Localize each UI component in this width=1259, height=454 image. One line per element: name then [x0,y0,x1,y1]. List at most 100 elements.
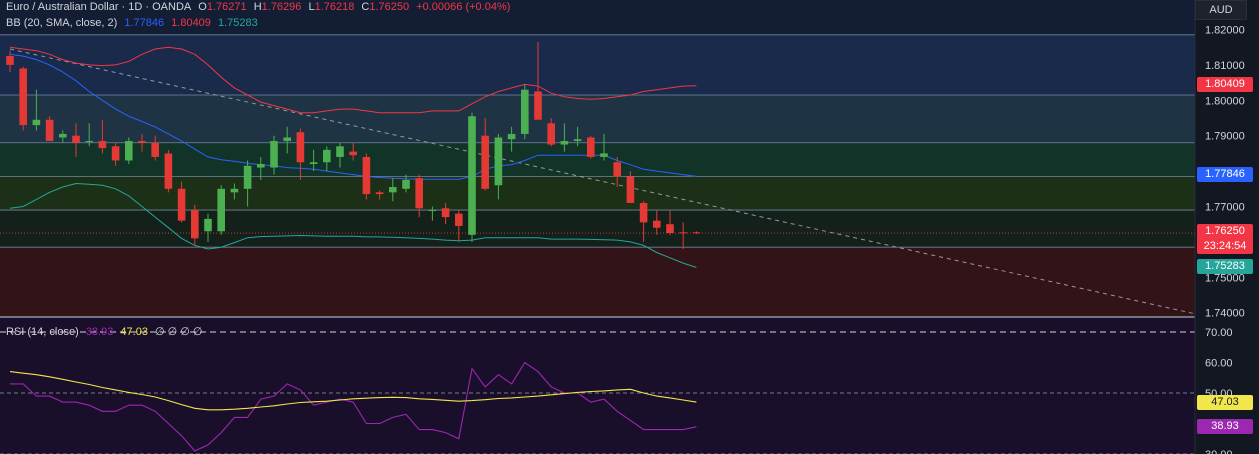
rsi-background [0,318,1195,454]
candle-9 [125,137,133,165]
change-value: +0.00066 (+0.04%) [416,1,511,13]
candle-39 [521,84,529,140]
rsi-legend: RSI (14, close) 38.93 47.03 ∅ ∅ ∅ ∅ [6,325,207,339]
rsi-line [10,361,697,452]
rsi-tick-0: 70.00 [1205,327,1233,339]
candle-20 [270,135,278,175]
candle-31 [415,174,423,218]
candle-32 [428,206,437,221]
candle-body [692,232,701,234]
candle-body [455,213,463,226]
price-zone-4 [0,210,1195,248]
candle-body [560,141,569,145]
candle-body [19,68,27,126]
candle-50 [666,210,674,235]
candle-body [600,153,608,157]
candle-40 [534,41,542,120]
rsi-tick-4: 30.00 [1205,449,1233,454]
candle-0 [6,50,14,72]
candle-body [428,210,437,212]
candle-36 [481,118,489,191]
rsi-title[interactable]: RSI (14, close) [6,326,79,338]
candle-52 [692,231,701,235]
bb-legend: BB (20, SMA, close, 2) 1.77846 1.80409 1… [6,16,262,30]
price-tick-5: 1.77000 [1205,202,1245,214]
candle-21 [283,126,291,154]
high-value: 1.76296 [261,1,302,13]
candle-body [177,188,186,221]
low-value: 1.76218 [314,1,355,13]
price-tick-1: 1.81000 [1205,60,1245,72]
trendline-path [9,48,1199,315]
candle-18 [243,160,252,207]
bb-lower-line [9,182,697,268]
candle-34 [455,210,463,242]
bb-basis-line [9,53,697,180]
bb-title[interactable]: BB (20, SMA, close, 2) [6,17,118,29]
candle-48 [639,201,648,242]
candle-2 [32,89,41,131]
candle-body [507,133,516,140]
candle-14 [191,204,199,246]
low-label: L [308,1,315,13]
price-tick-8: 1.74000 [1205,308,1245,320]
candle-body [191,210,199,239]
candle-41 [547,118,555,147]
trendline[interactable] [9,48,1199,315]
candle-body [547,123,555,145]
candle-body [653,220,661,228]
candle-13 [177,181,186,223]
candle-17 [230,183,239,200]
candle-body [59,133,67,138]
rsi-ma-value: 47.03 [120,326,148,338]
candle-body [323,149,331,163]
candle-body [494,137,503,186]
candle-body [375,192,384,195]
open-value: 1.76271 [206,1,247,13]
candle-body [309,162,318,165]
candle-19 [257,156,265,180]
symbol-legend: Euro / Australian Dollar · 1D · OANDA O1… [6,0,514,14]
candle-26 [349,142,357,161]
rsi-value: 38.93 [85,326,114,338]
candle-44 [587,135,595,159]
candle-35 [468,112,476,242]
candle-33 [441,202,450,225]
candle-body [204,218,212,232]
candle-16 [217,185,225,235]
candle-body [481,135,489,189]
candle-45 [600,133,608,161]
candle-body [243,165,252,189]
bb-upper-value: 1.80409 [171,17,211,29]
price-tick-0: 1.82000 [1205,25,1245,37]
candle-body [626,176,635,203]
rsi-lines [9,361,697,452]
candle-1 [19,66,27,131]
candle-body [296,132,305,163]
candle-10 [138,133,146,152]
candle-body [402,179,410,189]
countdown-tag: 23:24:54 [1197,239,1253,254]
high-label: H [253,1,262,13]
bb-upper-line [9,46,697,114]
candle-body [151,142,159,157]
price-zone-0 [0,34,1195,95]
price-tick-2: 1.80000 [1205,95,1245,107]
currency-button[interactable]: AUD [1195,0,1247,20]
candle-body [98,141,107,149]
candle-49 [653,210,661,235]
candle-6 [85,123,93,147]
candle-body [125,141,133,161]
price-zone-2 [0,142,1195,177]
candle-28 [375,190,384,200]
rsi-tag: 38.93 [1197,419,1253,434]
rsi-ma-tag: 47.03 [1197,395,1253,410]
symbol-title[interactable]: Euro / Australian Dollar · 1D · OANDA [6,1,192,13]
candle-23 [309,149,318,172]
candle-body [415,178,423,209]
candlesticks [6,41,701,249]
candle-body [389,187,397,193]
candle-body [230,188,239,193]
candle-body [138,141,146,143]
